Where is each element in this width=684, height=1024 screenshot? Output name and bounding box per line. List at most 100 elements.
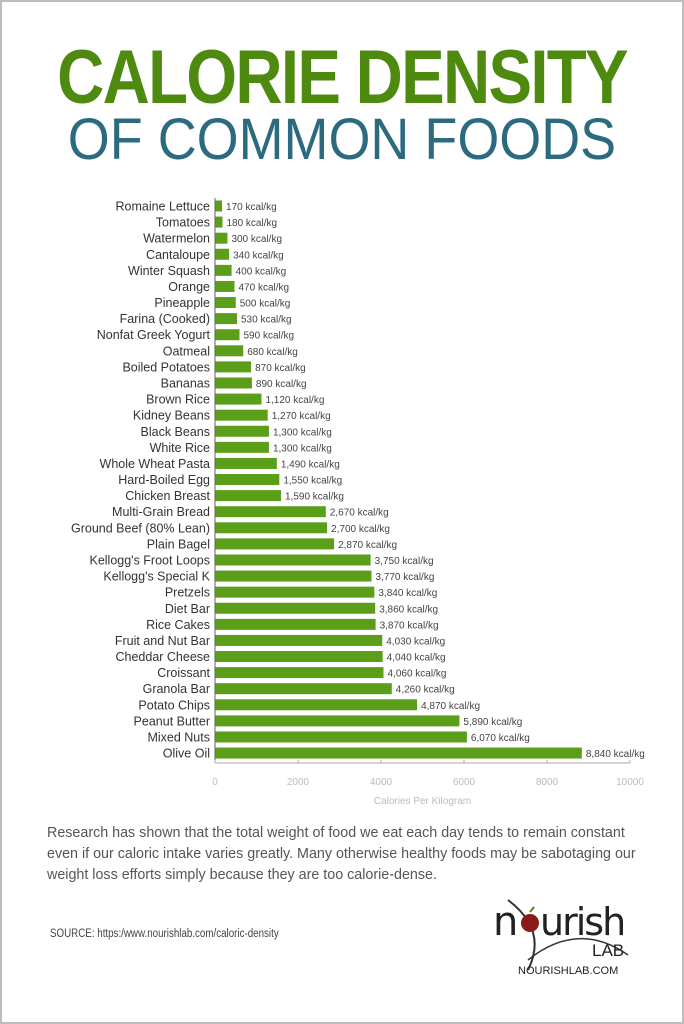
value-label: 590 kcal/kg [243, 331, 294, 342]
svg-text:urish: urish [540, 900, 624, 944]
category-label: Kellogg's Special K [103, 570, 210, 584]
x-tick-label: 10000 [616, 777, 644, 788]
bar [215, 715, 460, 727]
category-label: Boiled Potatoes [122, 360, 210, 374]
bar [215, 200, 223, 212]
apple-icon [521, 914, 539, 932]
bar-chart: Romaine Lettuce 170 kcal/kg Tomatoes 180 kc… [71, 198, 645, 807]
value-label: 4,060 kcal/kg [387, 669, 446, 680]
category-label: Pretzels [165, 586, 210, 600]
svg-text:LAB: LAB [592, 941, 624, 960]
value-label: 5,890 kcal/kg [463, 717, 522, 728]
category-label: Chicken Breast [125, 489, 210, 503]
bar [215, 586, 375, 598]
category-label: Fruit and Nut Bar [115, 634, 210, 648]
value-label: 3,750 kcal/kg [375, 556, 434, 567]
bar [215, 618, 376, 630]
category-label: Rice Cakes [146, 618, 210, 632]
value-label: 1,120 kcal/kg [265, 395, 324, 406]
category-label: Whole Wheat Pasta [100, 457, 211, 471]
x-tick-label: 2000 [287, 777, 310, 788]
bar [215, 232, 228, 244]
category-label: Mixed Nuts [147, 730, 210, 744]
bar [215, 667, 384, 679]
value-label: 8,840 kcal/kg [586, 749, 645, 760]
value-label: 1,550 kcal/kg [283, 476, 342, 487]
bar [215, 731, 467, 743]
bar [215, 651, 383, 663]
value-label: 870 kcal/kg [255, 363, 306, 374]
category-label: Watermelon [143, 232, 210, 246]
bar [215, 747, 582, 759]
bar [215, 313, 237, 325]
bar [215, 683, 392, 695]
value-label: 300 kcal/kg [231, 234, 282, 245]
bar [215, 634, 383, 646]
value-label: 680 kcal/kg [247, 347, 298, 358]
source-text: SOURCE: https:/www.nourishlab.com/calori… [50, 928, 279, 940]
bar [215, 490, 281, 502]
category-label: Kellogg's Froot Loops [89, 553, 210, 567]
subtitle: OF COMMON FOODS [67, 107, 617, 172]
value-label: 1,590 kcal/kg [285, 492, 344, 503]
category-label: Kidney Beans [133, 409, 210, 423]
svg-text:NourishLab.com: NourishLab.com [518, 965, 618, 977]
bar [215, 602, 376, 614]
category-label: Bananas [161, 376, 210, 390]
value-label: 4,870 kcal/kg [421, 701, 480, 712]
value-label: 890 kcal/kg [256, 379, 307, 390]
value-label: 4,040 kcal/kg [387, 653, 446, 664]
svg-text:n: n [493, 899, 516, 945]
value-label: 1,490 kcal/kg [281, 459, 340, 470]
value-label: 2,700 kcal/kg [331, 524, 390, 535]
value-label: 3,840 kcal/kg [378, 588, 437, 599]
bar [215, 506, 326, 518]
bar [215, 699, 418, 711]
category-label: Orange [168, 280, 210, 294]
category-label: Oatmeal [163, 344, 210, 358]
value-label: 340 kcal/kg [233, 250, 284, 261]
value-label: 170 kcal/kg [226, 202, 277, 213]
bar [215, 297, 236, 309]
x-tick-label: 4000 [370, 777, 393, 788]
category-label: Ground Beef (80% Lean) [71, 521, 210, 535]
value-label: 470 kcal/kg [239, 282, 290, 293]
bar [215, 329, 240, 341]
category-label: Diet Bar [165, 602, 210, 616]
x-tick-label: 6000 [453, 777, 476, 788]
value-label: 1,300 kcal/kg [273, 427, 332, 438]
description-text: Research has shown that the total weight… [47, 825, 636, 883]
bar [215, 264, 232, 276]
bar [215, 425, 269, 437]
value-label: 500 kcal/kg [240, 299, 291, 310]
value-label: 4,030 kcal/kg [386, 636, 445, 647]
category-label: Brown Rice [146, 393, 210, 407]
x-tick-label: 0 [212, 777, 218, 788]
category-label: Multi-Grain Bread [112, 505, 210, 519]
value-label: 3,870 kcal/kg [380, 620, 439, 631]
value-label: 180 kcal/kg [226, 218, 277, 229]
category-label: Potato Chips [138, 698, 210, 712]
x-tick-label: 8000 [536, 777, 559, 788]
bar [215, 522, 328, 534]
category-label: Winter Squash [128, 264, 210, 278]
value-label: 4,260 kcal/kg [396, 685, 455, 696]
category-label: White Rice [150, 441, 210, 455]
nourishlab-logo: n urish LAB NourishLab.com [493, 899, 629, 977]
category-label: Granola Bar [143, 682, 210, 696]
bar [215, 377, 252, 389]
value-label: 3,860 kcal/kg [379, 604, 438, 615]
bar [215, 570, 372, 582]
value-label: 1,300 kcal/kg [273, 443, 332, 454]
x-axis-title: Calories Per Kilogram [374, 796, 471, 807]
title: CALORIE DENSITY [57, 35, 628, 120]
bar [215, 280, 235, 292]
category-label: Black Beans [141, 425, 210, 439]
category-label: Nonfat Greek Yogurt [97, 328, 211, 342]
category-label: Croissant [157, 666, 210, 680]
category-label: Cheddar Cheese [115, 650, 210, 664]
category-label: Farina (Cooked) [120, 312, 210, 326]
bar [215, 393, 262, 405]
category-label: Peanut Butter [134, 714, 210, 728]
